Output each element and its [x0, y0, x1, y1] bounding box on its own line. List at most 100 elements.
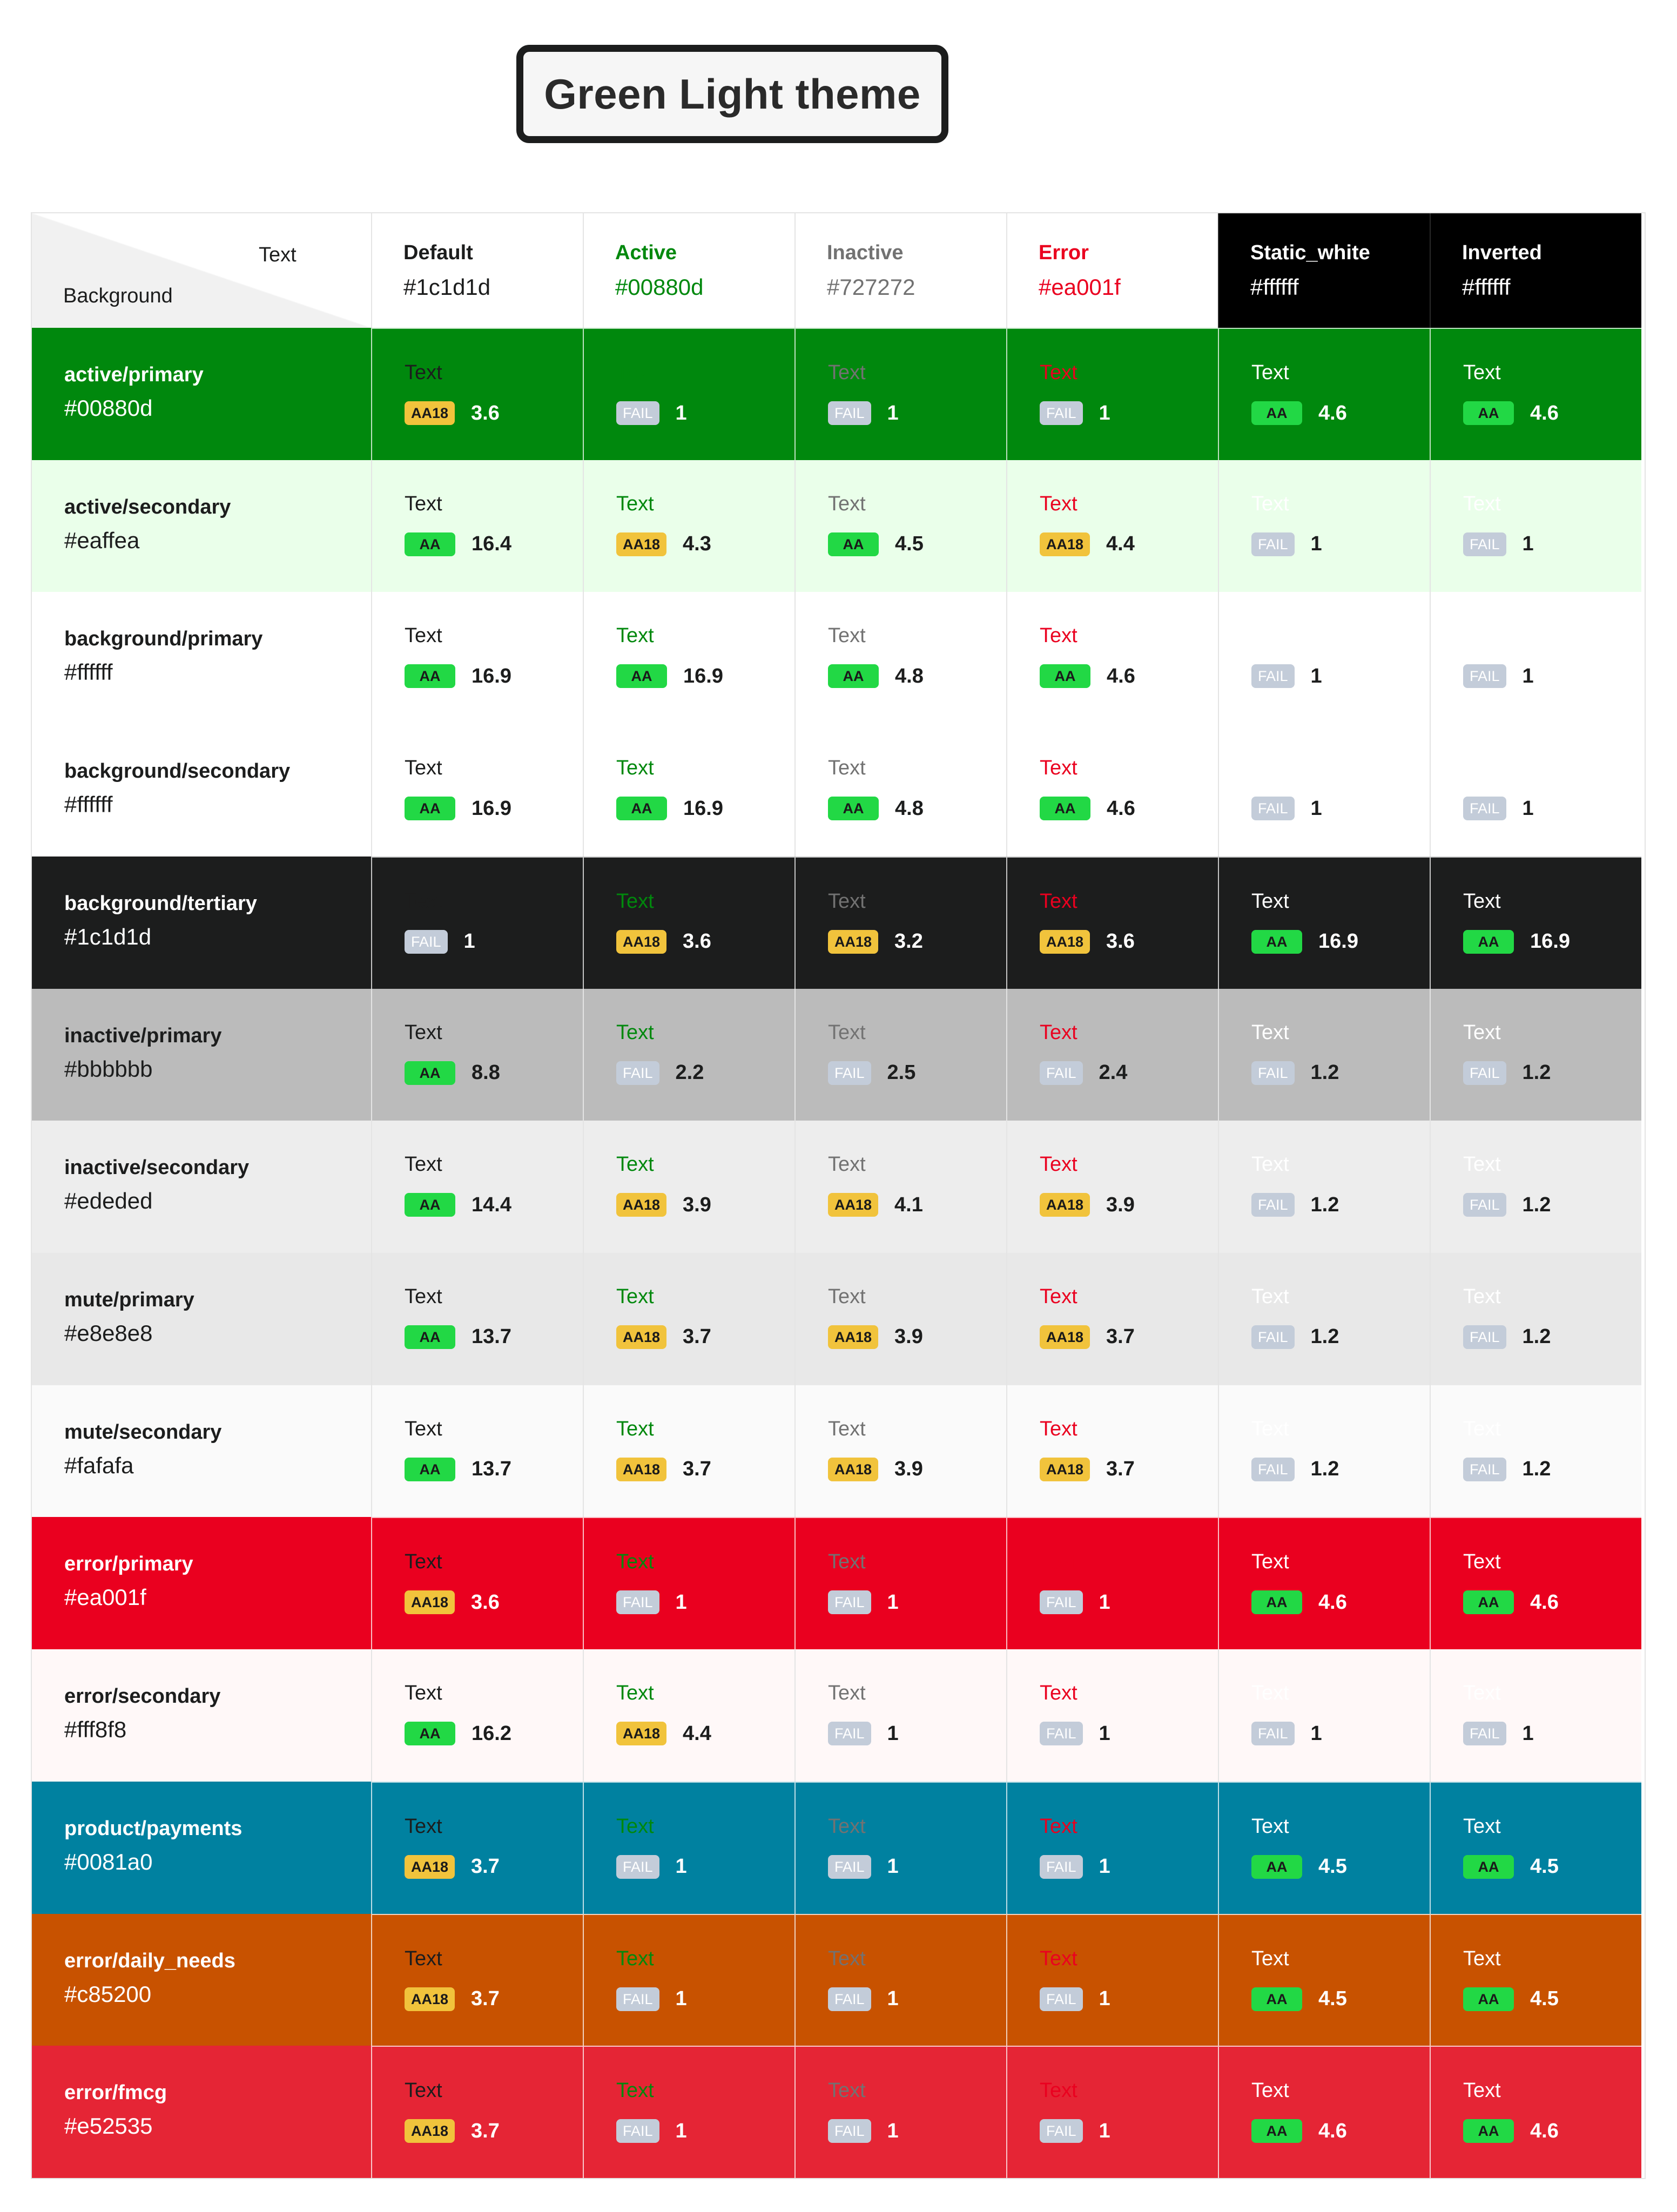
sample-text: Text	[1463, 1815, 1501, 1838]
sample-text: Text	[405, 889, 442, 913]
row-hex: #0081a0	[64, 1849, 153, 1874]
rating-badge: FAIL	[828, 1722, 871, 1746]
contrast-cell: Text AA 16.9	[583, 592, 794, 725]
rating-badge: FAIL	[616, 401, 659, 425]
rating-badge: FAIL	[1040, 2119, 1083, 2143]
contrast-ratio: 1	[675, 1855, 687, 1878]
rating: AA 4.8	[828, 664, 1006, 689]
row-label: inactive/primary #bbbbbb	[32, 988, 371, 1121]
sample-text: Text	[616, 1682, 654, 1705]
row-label: background/secondary #ffffff	[32, 724, 371, 857]
contrast-ratio: 2.5	[887, 1061, 916, 1084]
row-label: product/payments #0081a0	[32, 1781, 371, 1914]
contrast-cell: Text FAIL 1	[1430, 592, 1641, 725]
contrast-ratio: 1.2	[1522, 1061, 1551, 1084]
sample-text: Text	[828, 1815, 866, 1838]
column-name: Active	[615, 241, 677, 264]
contrast-cell: Text AA 14.4	[371, 1121, 583, 1253]
contrast-cell: Text FAIL 1	[794, 328, 1006, 460]
rating-badge: AA	[1463, 1854, 1514, 1879]
rating: FAIL 1	[1463, 1722, 1641, 1746]
sample-text: Text	[616, 1285, 654, 1308]
contrast-ratio: 1	[1522, 664, 1534, 687]
row-hex: #fafafa	[64, 1452, 134, 1478]
sample-text: Text	[1251, 889, 1289, 913]
contrast-ratio: 3.7	[683, 1325, 711, 1348]
row-name: inactive/secondary	[64, 1156, 250, 1179]
contrast-cell: Text AA18 3.6	[371, 328, 583, 460]
rating: AA18 3.6	[405, 1590, 583, 1615]
column-header-active: Active #00880d	[583, 213, 794, 328]
rating: FAIL 1	[1040, 1854, 1218, 1879]
sample-text: Text	[1251, 1550, 1289, 1574]
contrast-ratio: 2.4	[1099, 1061, 1128, 1084]
contrast-ratio: 1	[1522, 1722, 1534, 1745]
rating-badge: AA18	[828, 1193, 879, 1217]
sample-text: Text	[1251, 1021, 1289, 1044]
background-axis-label: Background	[63, 285, 173, 307]
rating-badge: AA	[405, 1325, 455, 1349]
contrast-cell: Text FAIL 1	[794, 1517, 1006, 1650]
sample-text: Text	[1463, 1550, 1501, 1574]
contrast-ratio: 2.2	[675, 1061, 704, 1084]
contrast-cell: Text AA 16.9	[583, 724, 794, 857]
rating: FAIL 1	[1040, 1987, 1218, 2011]
contrast-cell: Text FAIL 1.2	[1218, 1121, 1430, 1253]
row-label: active/primary #00880d	[32, 328, 371, 460]
rating: AA18 3.2	[828, 929, 1006, 954]
contrast-ratio: 1	[675, 401, 687, 424]
contrast-cell: Text FAIL 1	[794, 2046, 1006, 2178]
rating: FAIL 1.2	[1463, 1061, 1641, 1085]
rating-badge: AA18	[828, 929, 879, 954]
rating: FAIL 1	[1251, 1722, 1430, 1746]
sample-text: Text	[828, 624, 866, 648]
contrast-cell: Text FAIL 1	[1218, 592, 1430, 725]
rating-badge: AA18	[828, 1325, 879, 1349]
column-header-static_white: Static_white #ffffff	[1218, 213, 1430, 328]
contrast-cell: Text FAIL 1	[1006, 1517, 1218, 1650]
rating: FAIL 1	[828, 401, 1006, 425]
column-header-inactive: Inactive #727272	[794, 213, 1006, 328]
contrast-cell: Text AA 16.4	[371, 460, 583, 592]
contrast-cell: Text AA18 4.4	[1006, 460, 1218, 592]
sample-text: Text	[405, 624, 442, 648]
contrast-ratio: 4.5	[1318, 1987, 1347, 2011]
sample-text: Text	[1463, 757, 1501, 780]
row-label: background/tertiary #1c1d1d	[32, 856, 371, 989]
column-name: Static_white	[1250, 241, 1370, 264]
contrast-cell: Text FAIL 1	[794, 1649, 1006, 1782]
contrast-cell: Text AA 13.7	[371, 1385, 583, 1518]
rating-badge: AA18	[405, 2119, 455, 2143]
column-hex: #ffffff	[1250, 274, 1299, 300]
rating: AA18 3.9	[828, 1325, 1006, 1349]
rating: AA 4.6	[1463, 401, 1641, 425]
rating-badge: AA	[1251, 929, 1302, 954]
contrast-cell: Text AA18 4.1	[794, 1121, 1006, 1253]
rating: FAIL 1	[405, 929, 583, 954]
row-hex: #c85200	[64, 1981, 152, 2007]
row-label: error/fmcg #e52535	[32, 2046, 371, 2178]
contrast-ratio: 1	[463, 930, 475, 953]
contrast-cell: Text FAIL 1.2	[1430, 1121, 1641, 1253]
rating-badge: FAIL	[1040, 401, 1083, 425]
sample-text: Text	[616, 492, 654, 515]
rating-badge: FAIL	[828, 1061, 871, 1085]
row-hex: #ffffff	[64, 659, 113, 685]
rating: AA18 3.6	[405, 401, 583, 425]
contrast-ratio: 4.3	[683, 532, 711, 556]
rating-badge: FAIL	[1463, 1325, 1506, 1349]
rating-badge: AA	[405, 1457, 455, 1481]
rating: AA 16.2	[405, 1722, 583, 1746]
contrast-cell: Text AA18 3.6	[1006, 856, 1218, 989]
row-label: mute/primary #e8e8e8	[32, 1252, 371, 1385]
contrast-cell: Text AA 16.9	[1430, 856, 1641, 989]
rating-badge: FAIL	[1040, 1722, 1083, 1746]
contrast-cell: Text FAIL 1.2	[1218, 1385, 1430, 1518]
sample-text: Text	[828, 1947, 866, 1970]
contrast-cell: Text AA18 3.2	[794, 856, 1006, 989]
sample-text: Text	[1040, 889, 1077, 913]
rating-badge: AA	[1251, 1590, 1302, 1615]
rating-badge: FAIL	[1463, 1457, 1506, 1481]
contrast-cell: Text FAIL 1	[583, 328, 794, 460]
contrast-ratio: 3.9	[894, 1325, 923, 1348]
